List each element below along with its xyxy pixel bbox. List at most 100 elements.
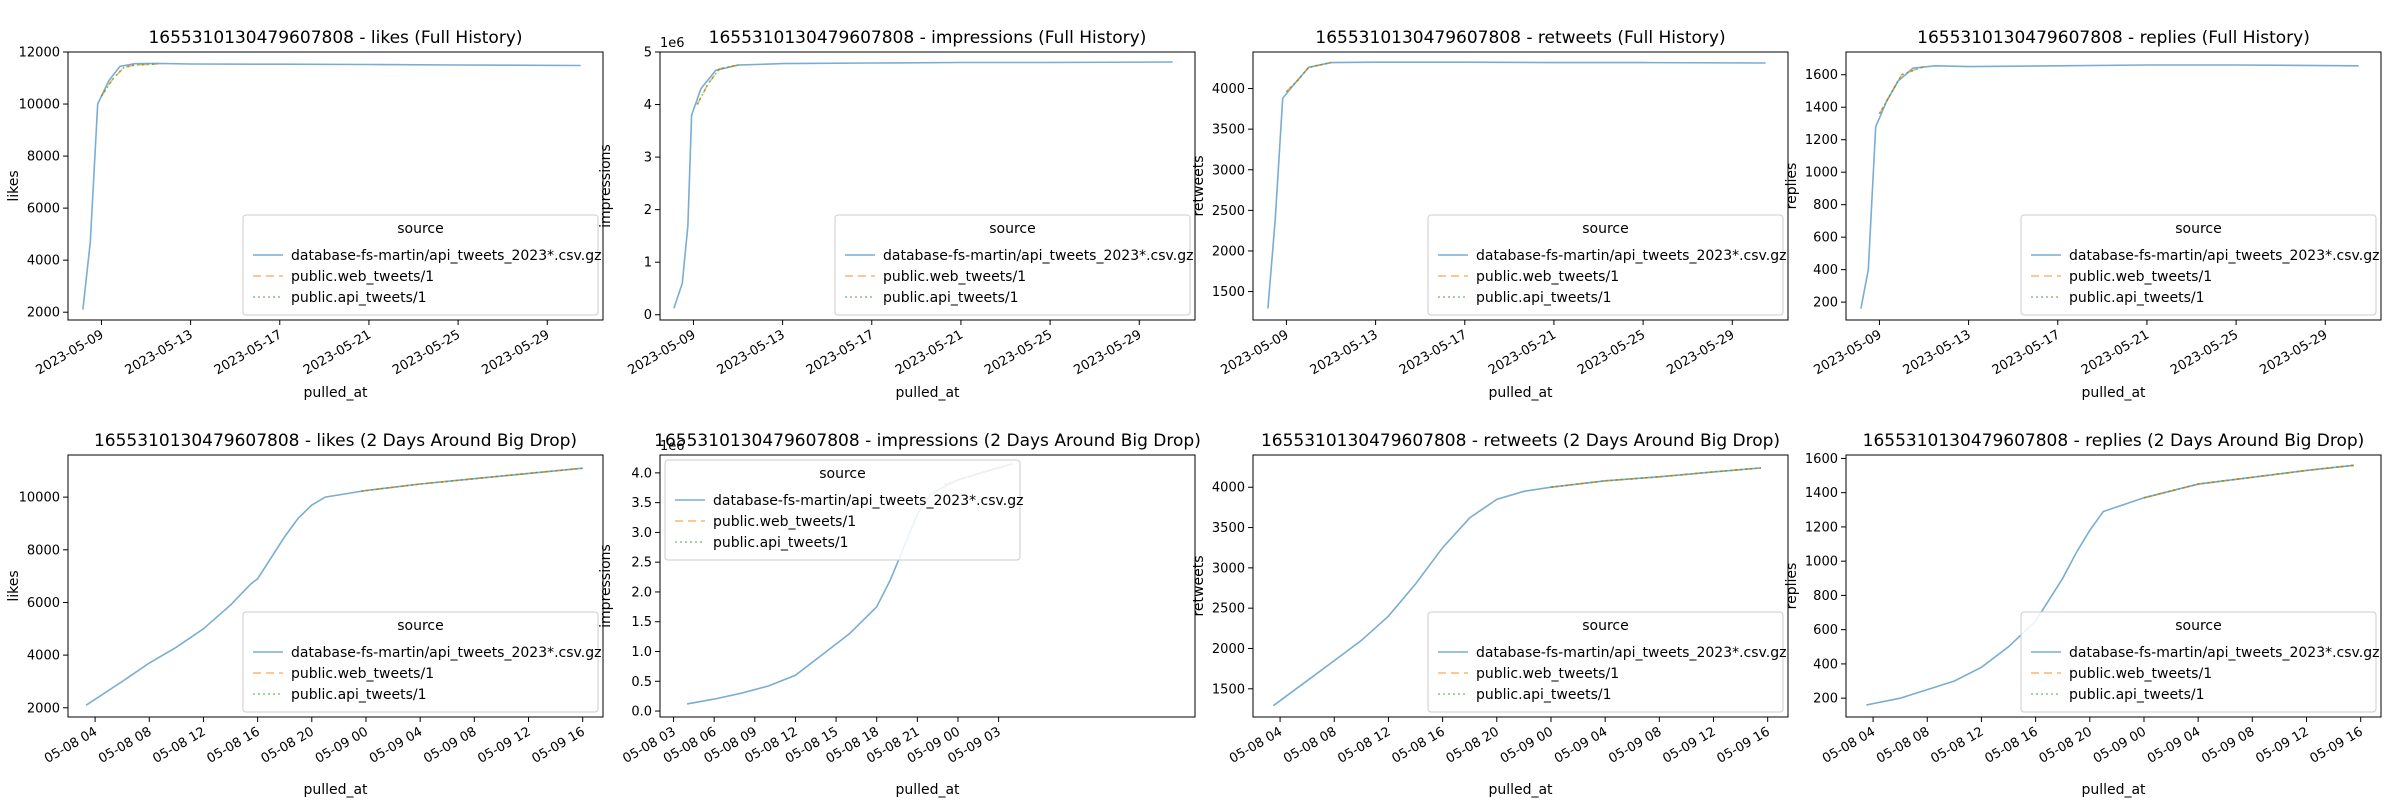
x-tick-label: 05-08 08 [1874, 724, 1932, 766]
chart-panel-3: 1655310130479607808 - retweets (Full His… [1191, 28, 1789, 401]
series-line-3 [1550, 467, 1761, 488]
x-tick-label: 2023-05-29 [1664, 327, 1737, 378]
chart-title: 1655310130479607808 - replies (Full Hist… [1917, 28, 2310, 48]
x-axis-label: pulled_at [2081, 385, 2146, 401]
legend-entry-label: database-fs-martin/api_tweets_2023*.csv.… [713, 493, 1023, 509]
x-tick-label: 2023-05-21 [1486, 327, 1559, 378]
y-tick-label: 1200 [1805, 520, 1838, 535]
series-line-2 [2143, 464, 2354, 499]
y-tick-label: 10000 [19, 98, 60, 113]
axes-frame [1252, 454, 1789, 718]
y-tick-label: 2000 [1212, 642, 1245, 657]
legend: source database-fs-martin/api_tweets_2023… [1427, 611, 1786, 713]
x-tick-label: 05-08 12 [1335, 724, 1393, 766]
x-tick-label: 05-09 08 [2199, 724, 2257, 766]
series-line-3 [100, 63, 158, 97]
x-tick-label: 05-08 12 [150, 724, 208, 766]
y-tick-label: 4000 [1212, 82, 1245, 97]
x-tick-label: 05-09 04 [367, 724, 425, 766]
y-axis-label: impressions [598, 544, 614, 628]
legend-entry-label: public.web_tweets/1 [1476, 269, 1619, 285]
legend-box [1427, 611, 1784, 713]
chart-title: 1655310130479607808 - retweets (Full His… [1315, 28, 1725, 48]
x-tick-label: 05-09 04 [1552, 724, 1610, 766]
x-tick-label: 2023-05-25 [982, 327, 1055, 378]
y-tick-label: 2.0 [631, 585, 652, 600]
y-tick-label: 4000 [27, 254, 60, 269]
y-tick-label: 4000 [1212, 481, 1245, 496]
x-tick-label: 05-09 08 [1606, 724, 1664, 766]
series-line-3 [361, 467, 583, 492]
y-axis-label: replies [1784, 563, 1800, 610]
legend-box [1427, 214, 1784, 316]
x-tick-label: 05-09 16 [2308, 724, 2366, 766]
x-axis-label: pulled_at [303, 385, 368, 401]
x-tick-label: 2023-05-29 [2257, 327, 2330, 378]
y-tick-label: 1200 [1805, 133, 1838, 148]
y-tick-label: 12000 [19, 46, 60, 61]
legend-title: source [2175, 618, 2222, 634]
series-group [673, 61, 1173, 309]
legend-title: source [2175, 221, 2222, 237]
x-tick-label: 05-09 04 [2145, 724, 2203, 766]
series-group [1860, 64, 2359, 309]
legend-title: source [397, 618, 444, 634]
series-group [1272, 467, 1761, 707]
axes-frame [1845, 454, 2382, 718]
x-tick-label: 05-08 20 [1444, 724, 1502, 766]
y-tick-label: 10000 [19, 491, 60, 506]
y-tick-label: 2000 [27, 701, 60, 716]
legend-entry-label: database-fs-martin/api_tweets_2023*.csv.… [883, 248, 1193, 264]
x-tick-label: 05-08 08 [1281, 724, 1339, 766]
axes-frame [67, 454, 604, 718]
y-tick-label: 8000 [27, 543, 60, 558]
y-axis-label: replies [1784, 163, 1800, 210]
legend-entry-label: database-fs-martin/api_tweets_2023*.csv.… [2069, 645, 2379, 661]
x-tick-label: 05-09 12 [2253, 724, 2311, 766]
x-tick-label: 05-08 12 [1928, 724, 1986, 766]
y-tick-label: 4 [644, 98, 652, 113]
y-tick-label: 800 [1813, 589, 1838, 604]
axes-frame [659, 51, 1196, 321]
chart-panel-6: 1655310130479607808 - impressions (2 Day… [598, 431, 1201, 798]
chart-panel-5: 1655310130479607808 - likes (2 Days Arou… [6, 431, 604, 798]
y-axis-label: retweets [1191, 555, 1207, 616]
y-tick-label: 600 [1813, 231, 1838, 246]
chart-panel-8: 1655310130479607808 - replies (2 Days Ar… [1784, 431, 2382, 798]
chart-title: 1655310130479607808 - likes (Full Histor… [148, 28, 522, 48]
legend-title: source [1582, 618, 1629, 634]
legend: source database-fs-martin/api_tweets_2023… [1427, 214, 1786, 316]
y-tick-label: 1.5 [631, 615, 652, 630]
x-tick-label: 2023-05-09 [33, 327, 106, 378]
y-tick-label: 0.5 [631, 675, 652, 690]
y-tick-label: 600 [1813, 623, 1838, 638]
series-group [82, 62, 581, 310]
y-tick-label: 1600 [1805, 68, 1838, 83]
x-axis-label: pulled_at [1488, 385, 1553, 401]
y-tick-label: 1000 [1805, 555, 1838, 570]
x-tick-label: 2023-05-25 [390, 327, 463, 378]
y-tick-label: 400 [1813, 657, 1838, 672]
x-tick-label: 05-09 08 [421, 724, 479, 766]
y-tick-label: 2 [644, 203, 652, 218]
chart-panel-2: 1655310130479607808 - impressions (Full … [598, 28, 1196, 401]
x-tick-label: 05-08 04 [1820, 724, 1878, 766]
y-tick-label: 1400 [1805, 101, 1838, 116]
legend: source database-fs-martin/api_tweets_2023… [242, 214, 601, 316]
legend-entry-label: database-fs-martin/api_tweets_2023*.csv.… [291, 248, 601, 264]
legend-entry-label: public.web_tweets/1 [2069, 269, 2212, 285]
x-tick-label: 2023-05-29 [1071, 327, 1144, 378]
legend-box [2020, 214, 2377, 316]
x-tick-label: 05-08 20 [2037, 724, 2095, 766]
y-tick-label: 2000 [27, 306, 60, 321]
x-tick-label: 2023-05-25 [2168, 327, 2241, 378]
y-tick-label: 3.0 [631, 526, 652, 541]
x-tick-label: 05-09 00 [2091, 724, 2149, 766]
legend: source database-fs-martin/api_tweets_2023… [242, 611, 601, 713]
x-axis-label: pulled_at [2081, 782, 2146, 798]
chart-title: 1655310130479607808 - replies (2 Days Ar… [1863, 431, 2365, 451]
chart-panel-1: 1655310130479607808 - likes (Full Histor… [6, 28, 604, 401]
y-tick-label: 2500 [1212, 204, 1245, 219]
legend-entry-label: public.api_tweets/1 [2069, 687, 2205, 703]
